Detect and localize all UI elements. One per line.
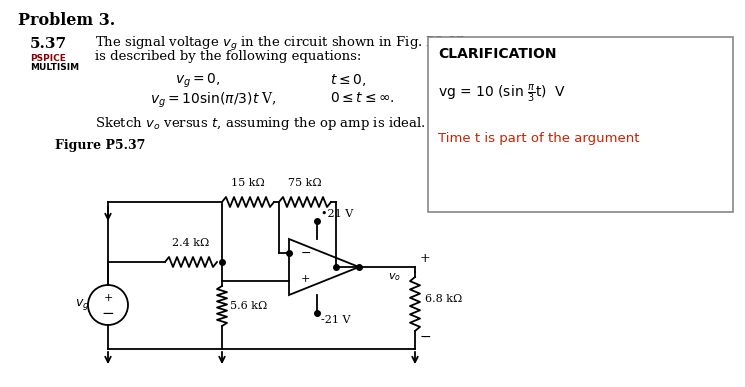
Text: −: −: [419, 330, 431, 344]
Text: CLARIFICATION: CLARIFICATION: [438, 47, 557, 61]
FancyBboxPatch shape: [428, 37, 733, 212]
Text: Time t is part of the argument: Time t is part of the argument: [438, 132, 639, 145]
Text: •21 V: •21 V: [321, 209, 353, 219]
Text: $v_g = 10 \sin(\pi/3)t$ V,: $v_g = 10 \sin(\pi/3)t$ V,: [150, 91, 277, 110]
Text: 6.8 kΩ: 6.8 kΩ: [425, 294, 462, 304]
Text: -21 V: -21 V: [321, 315, 350, 325]
Text: $0 \leq t \leq \infty.$: $0 \leq t \leq \infty.$: [330, 91, 395, 105]
Text: +: +: [104, 293, 112, 303]
Text: $v_g$: $v_g$: [74, 298, 89, 312]
Text: −: −: [301, 247, 311, 260]
Text: +: +: [301, 274, 311, 284]
Text: $t \leq 0,$: $t \leq 0,$: [330, 72, 367, 88]
Text: $v_g = 0,$: $v_g = 0,$: [175, 72, 221, 90]
Text: The signal voltage $v_g$ in the circuit shown in Fig. P5.37: The signal voltage $v_g$ in the circuit …: [95, 35, 466, 53]
Text: 5.37: 5.37: [30, 37, 67, 51]
Text: Problem 3.: Problem 3.: [18, 12, 115, 29]
Text: $v_o$: $v_o$: [388, 271, 401, 283]
Text: MULTISIM: MULTISIM: [30, 63, 79, 72]
Text: 5.6 kΩ: 5.6 kΩ: [230, 301, 267, 311]
Text: Figure P5.37: Figure P5.37: [55, 139, 145, 152]
Text: +: +: [419, 252, 431, 265]
Text: −: −: [101, 305, 115, 320]
Text: vg = 10 (sin $\frac{\pi}{3}$t)  V: vg = 10 (sin $\frac{\pi}{3}$t) V: [438, 82, 566, 104]
Text: Sketch $v_o$ versus $t$, assuming the op amp is ideal.: Sketch $v_o$ versus $t$, assuming the op…: [95, 115, 426, 132]
Text: 75 kΩ: 75 kΩ: [288, 178, 322, 188]
Text: 2.4 kΩ: 2.4 kΩ: [172, 238, 209, 248]
Text: PSPICE: PSPICE: [30, 54, 66, 63]
Text: is described by the following equations:: is described by the following equations:: [95, 50, 361, 63]
Text: 15 kΩ: 15 kΩ: [231, 178, 265, 188]
